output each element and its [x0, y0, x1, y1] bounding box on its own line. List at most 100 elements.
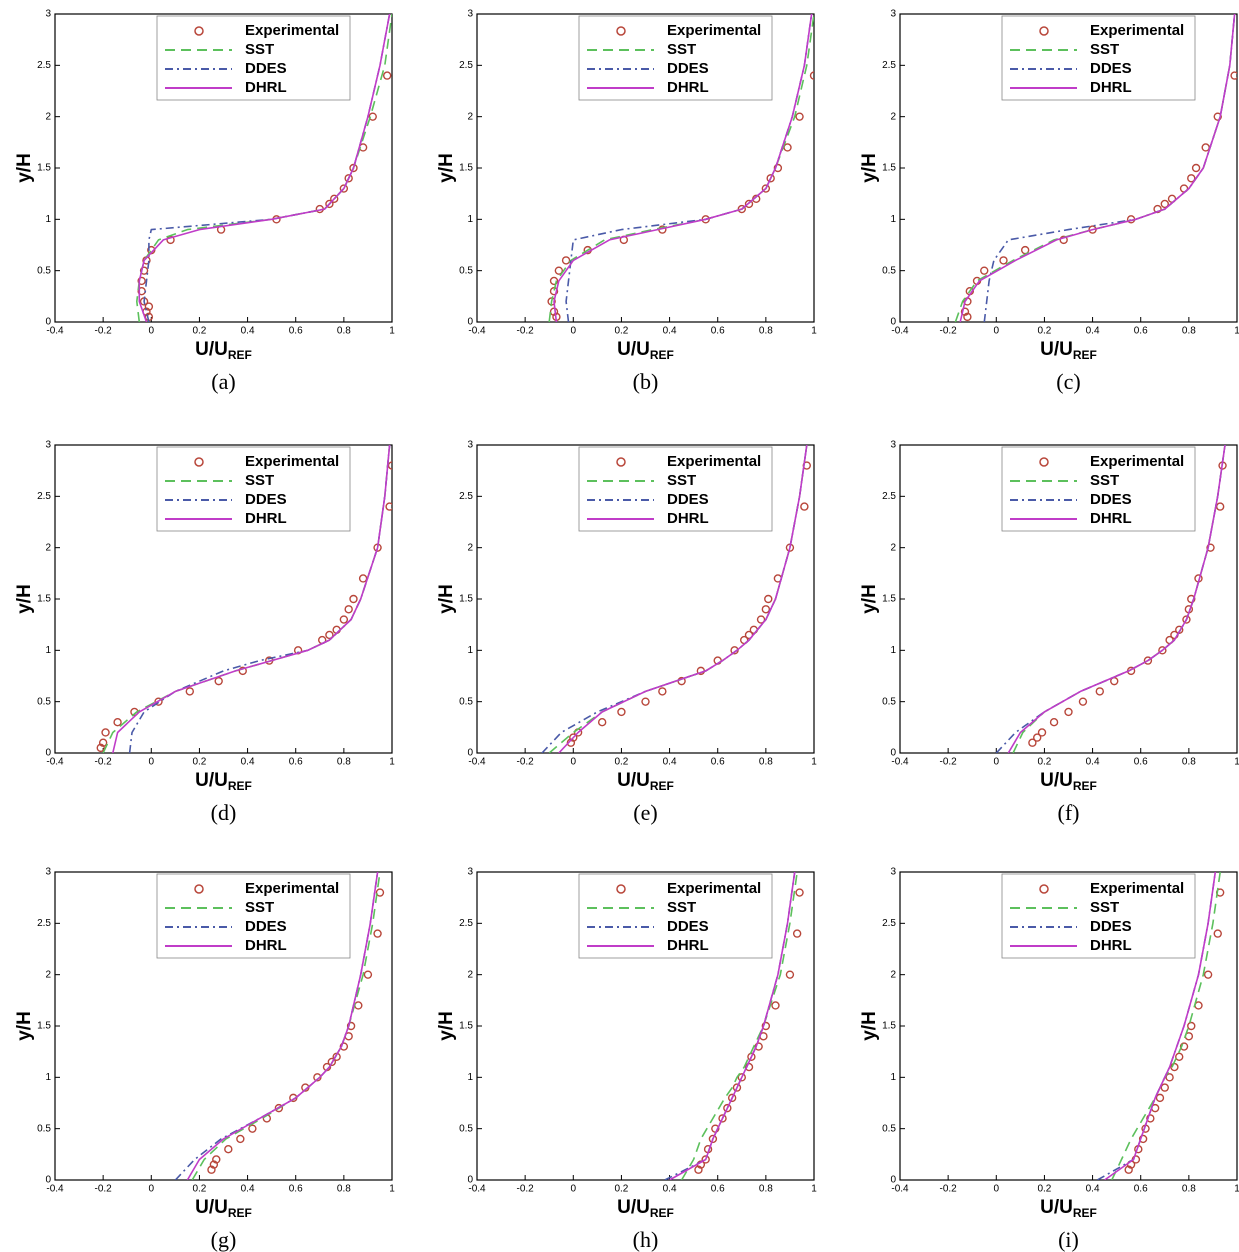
x-axis-label-sub: REF	[1073, 1206, 1097, 1220]
y-axis-label: y/H	[14, 584, 35, 614]
x-axis-label-main: U/U	[1040, 339, 1073, 360]
x-tick-label: 0.6	[289, 1184, 303, 1195]
data-point	[209, 1160, 219, 1169]
y-axis-label: y/H	[14, 1011, 35, 1041]
x-tick-label: 1	[389, 1184, 395, 1195]
data-point	[325, 630, 334, 640]
data-point	[1160, 199, 1169, 209]
x-tick-label: 0.8	[759, 757, 773, 768]
x-tick-label: 0	[994, 757, 1000, 768]
data-point	[358, 574, 368, 583]
y-tick-label: 2.5	[459, 60, 473, 71]
y-tick-label: 1	[890, 214, 896, 225]
legend-label: DDES	[1090, 491, 1132, 508]
legend-label: DHRL	[245, 79, 287, 96]
y-tick-label: 1.5	[882, 163, 896, 174]
subplot: -0.4 -0.2 0 0.2 0.4 0.6 0.8 1 0 0.5 1 1.5 2 2.5 3 y/H U/…	[14, 867, 395, 1252]
x-tick-label: 0.2	[192, 1184, 206, 1195]
legend-label: Experimental	[667, 880, 761, 897]
data-point	[766, 174, 775, 183]
y-axis-label: y/H	[436, 584, 457, 614]
data-point	[354, 1001, 363, 1010]
x-tick-label: -0.4	[46, 1184, 64, 1195]
data-point	[1230, 71, 1237, 80]
legend-marker	[616, 884, 626, 894]
x-tick-label: 0.4	[663, 1184, 677, 1195]
data-point	[708, 1134, 718, 1144]
legend-label: Experimental	[667, 22, 761, 39]
legend-label: DDES	[667, 918, 709, 935]
y-tick-label: 0	[45, 748, 51, 759]
y-tick-label: 0	[45, 317, 51, 328]
legend-label: DDES	[667, 491, 709, 508]
legend-label: Experimental	[245, 880, 339, 897]
y-axis-label: y/H	[14, 153, 35, 183]
y-tick-label: 1	[467, 214, 473, 225]
x-tick-label: 0.8	[1182, 326, 1196, 337]
subplot: -0.4 -0.2 0 0.2 0.4 0.6 0.8 1 0 0.5 1 1.5 2 2.5 3 y/H U/…	[859, 867, 1239, 1252]
legend-label: SST	[667, 899, 696, 916]
x-axis-label-sub: REF	[1073, 348, 1097, 362]
x-axis-label: U/UREF	[195, 1197, 252, 1220]
x-tick-label: 0.8	[337, 757, 351, 768]
data-point	[737, 204, 746, 214]
x-axis-label-main: U/U	[195, 1197, 228, 1218]
plot-area	[174, 872, 385, 1180]
data-point	[732, 1083, 742, 1092]
legend-label: Experimental	[1090, 453, 1184, 470]
x-tick-label: 0.8	[759, 326, 773, 337]
legend-label: DHRL	[1090, 79, 1132, 96]
legend-marker	[194, 457, 204, 467]
data-point	[1138, 1134, 1148, 1144]
y-tick-label: 1	[467, 645, 473, 656]
x-tick-label: 0.2	[192, 326, 206, 337]
legend-label: DHRL	[1090, 510, 1132, 527]
x-tick-label: 0.8	[337, 326, 351, 337]
data-point	[727, 1093, 737, 1103]
data-point	[795, 888, 804, 897]
x-tick-label: 0.6	[1134, 757, 1148, 768]
legend-label: DDES	[1090, 60, 1132, 77]
y-tick-label: 1	[45, 1072, 51, 1083]
y-tick-label: 0.5	[37, 1123, 51, 1134]
x-axis-label-main: U/U	[617, 770, 650, 791]
x-axis-label-main: U/U	[195, 770, 228, 791]
data-point	[346, 1021, 356, 1031]
data-point	[773, 163, 783, 173]
plot-area	[547, 14, 814, 322]
plot-area	[954, 14, 1237, 322]
x-tick-label: 0.6	[1134, 1184, 1148, 1195]
caption: (e)	[633, 800, 657, 825]
legend-label: SST	[1090, 472, 1119, 489]
data-point	[1158, 646, 1167, 655]
data-point	[1059, 235, 1068, 245]
y-tick-label: 0.5	[882, 696, 896, 707]
data-point	[1146, 1114, 1155, 1123]
x-axis-label: U/UREF	[1040, 770, 1097, 793]
data-point	[349, 594, 358, 604]
data-point	[1165, 1073, 1174, 1082]
y-tick-label: 3	[45, 9, 51, 20]
series-line	[112, 445, 391, 753]
data-point	[98, 738, 108, 747]
x-tick-label: 0.6	[1134, 326, 1148, 337]
y-tick-label: 0.5	[882, 1123, 896, 1134]
x-tick-label: 0	[149, 326, 155, 337]
data-point	[1088, 225, 1097, 234]
plot-area	[664, 872, 804, 1180]
x-tick-label: 0.2	[192, 757, 206, 768]
legend-label: DDES	[667, 60, 709, 77]
y-axis-label: y/H	[859, 153, 880, 183]
x-axis-label-main: U/U	[195, 339, 228, 360]
data-point	[561, 256, 571, 265]
y-tick-label: 1	[45, 214, 51, 225]
y-tick-label: 2.5	[37, 491, 51, 502]
legend-label: DDES	[245, 491, 287, 508]
data-point	[113, 718, 122, 727]
plot-area	[541, 445, 811, 753]
x-axis-label-sub: REF	[650, 1206, 674, 1220]
y-tick-label: 3	[45, 867, 51, 878]
x-tick-label: 0.8	[337, 1184, 351, 1195]
x-tick-label: 0.4	[1086, 757, 1100, 768]
x-axis-label: U/UREF	[1040, 339, 1097, 362]
